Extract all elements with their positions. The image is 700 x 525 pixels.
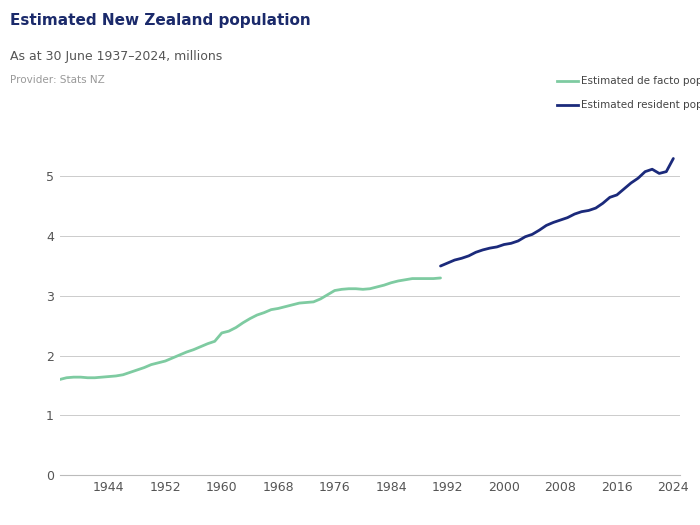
Text: Estimated resident population: Estimated resident population xyxy=(581,100,700,110)
Text: Estimated New Zealand population: Estimated New Zealand population xyxy=(10,13,312,28)
Text: Estimated de facto population: Estimated de facto population xyxy=(581,76,700,87)
Text: As at 30 June 1937–2024, millions: As at 30 June 1937–2024, millions xyxy=(10,50,223,63)
Text: figure.nz: figure.nz xyxy=(584,24,661,37)
Text: Provider: Stats NZ: Provider: Stats NZ xyxy=(10,75,105,85)
